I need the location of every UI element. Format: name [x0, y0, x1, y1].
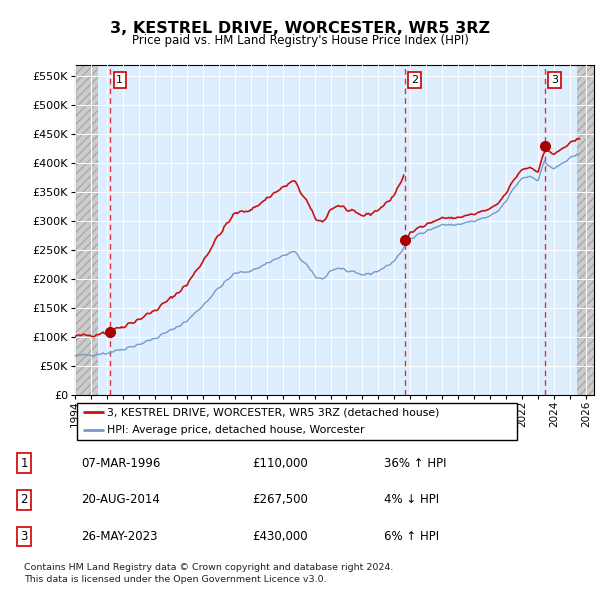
Text: £267,500: £267,500 [252, 493, 308, 506]
Text: 2: 2 [411, 75, 418, 85]
Text: 2: 2 [20, 493, 28, 506]
Text: 3: 3 [20, 530, 28, 543]
Text: 36% ↑ HPI: 36% ↑ HPI [384, 457, 446, 470]
Text: 1: 1 [116, 75, 123, 85]
Bar [577, 65, 594, 395]
Text: 26-MAY-2023: 26-MAY-2023 [81, 530, 157, 543]
Text: 20-AUG-2014: 20-AUG-2014 [81, 493, 160, 506]
Bar [75, 65, 98, 395]
Text: 3, KESTREL DRIVE, WORCESTER, WR5 3RZ (detached house): 3, KESTREL DRIVE, WORCESTER, WR5 3RZ (de… [107, 407, 439, 417]
Text: Price paid vs. HM Land Registry's House Price Index (HPI): Price paid vs. HM Land Registry's House … [131, 34, 469, 47]
Text: 3, KESTREL DRIVE, WORCESTER, WR5 3RZ: 3, KESTREL DRIVE, WORCESTER, WR5 3RZ [110, 21, 490, 35]
Text: £430,000: £430,000 [252, 530, 308, 543]
Text: 07-MAR-1996: 07-MAR-1996 [81, 457, 160, 470]
FancyBboxPatch shape [77, 403, 517, 440]
Text: HPI: Average price, detached house, Worcester: HPI: Average price, detached house, Worc… [107, 425, 364, 435]
Text: 4% ↓ HPI: 4% ↓ HPI [384, 493, 439, 506]
Text: Contains HM Land Registry data © Crown copyright and database right 2024.
This d: Contains HM Land Registry data © Crown c… [24, 563, 394, 584]
Text: 3: 3 [551, 75, 558, 85]
Text: 1: 1 [20, 457, 28, 470]
Text: 6% ↑ HPI: 6% ↑ HPI [384, 530, 439, 543]
Text: £110,000: £110,000 [252, 457, 308, 470]
